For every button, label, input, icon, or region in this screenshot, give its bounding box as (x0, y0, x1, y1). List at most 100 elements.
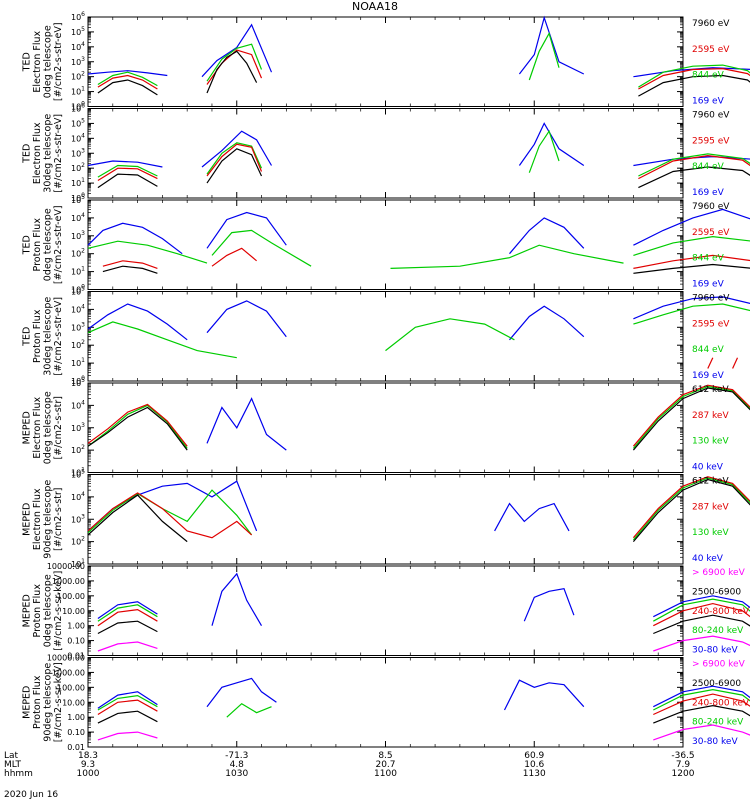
series-line (509, 217, 585, 255)
series-line (653, 598, 750, 622)
series-line (653, 614, 750, 635)
series-line (211, 247, 257, 267)
series-612-kev (87, 478, 750, 543)
y-axis-label-line: 0deg telescope (42, 574, 53, 647)
series-line (97, 164, 158, 178)
y-axis-label-line: 30deg telescope (42, 297, 53, 376)
series-2595-ev (707, 357, 739, 369)
y-tick-label: 100 (71, 284, 85, 295)
y-tick-label: 105 (71, 117, 85, 128)
y-tick-label: 103 (71, 513, 85, 524)
legend-label: 130 keV (692, 437, 729, 447)
series-line (87, 70, 168, 77)
legend-label: 7960 eV (692, 111, 730, 121)
y-axis-label-line: 90deg telescope (42, 480, 53, 559)
series-287-kev (87, 384, 750, 447)
y-tick-label: 100.00 (57, 683, 85, 692)
series-line (97, 173, 158, 189)
legend-label: 169 eV (692, 97, 725, 107)
legend-label: 844 eV (692, 71, 725, 81)
legend-label: 30-80 keV (692, 737, 738, 747)
plot-title: NOAA18 (352, 0, 398, 13)
y-tick-label: 1000.00 (52, 577, 85, 586)
series-line (494, 502, 570, 532)
y-axis-label-line: TED (21, 235, 32, 255)
series-line (518, 15, 585, 75)
series-line (102, 260, 158, 269)
y-tick-label: 102 (71, 444, 85, 455)
series-2595-ev (97, 49, 750, 90)
series-844-ev (97, 31, 750, 88)
series-line (206, 142, 263, 175)
y-tick-label: 100 (71, 101, 85, 112)
series-169-ev (87, 296, 750, 341)
y-tick-label: 104 (71, 491, 85, 502)
y-axis-label-line: Electron Flux (32, 488, 43, 550)
panel-3: 100 101 102 103 104 105 TEDProton Flux0deg tel… (21, 194, 750, 295)
y-axis-label: MEPEDProton Flux0deg telescope[#/cm2-s-s… (21, 571, 64, 651)
series-line (206, 43, 263, 82)
series-line (503, 679, 585, 711)
series-2500-6900 (97, 704, 750, 724)
y-tick-label: 0.10 (67, 728, 85, 737)
legend-label: 7960 eV (692, 19, 730, 29)
y-tick-label: 105 (71, 286, 85, 297)
series-line (87, 321, 237, 359)
series-line (226, 702, 272, 718)
footer-value: 7.9 (676, 760, 691, 770)
series-line (206, 677, 277, 708)
series-line (633, 303, 750, 325)
footer-value: 20.7 (375, 760, 395, 770)
series-line (87, 303, 188, 341)
panel-frame (87, 291, 684, 382)
series-30-80-kev (97, 677, 750, 711)
series-line (653, 704, 750, 724)
y-axis-label: TEDElectron Flux0deg telescope[#/cm2-s-s… (21, 22, 64, 101)
y-axis-label-line: [#/cm2-s-str-eV] (53, 297, 64, 376)
series-line (385, 318, 515, 352)
y-tick-label: 104 (71, 212, 85, 223)
y-axis-label-line: Proton Flux (32, 218, 43, 272)
series-287-kev (87, 476, 750, 539)
series-844-ev (97, 129, 750, 178)
series-line (707, 357, 714, 369)
series-844-ev (87, 303, 750, 359)
series-line (97, 167, 158, 182)
y-tick-label: 102 (71, 248, 85, 259)
y-tick-label: 10.00 (62, 607, 85, 616)
y-axis-label-line: MEPED (21, 686, 32, 719)
y-tick-label: 0.01 (67, 743, 85, 752)
series-line (87, 480, 258, 532)
y-tick-label: 1.00 (67, 713, 85, 722)
y-tick-label: 1000.00 (52, 668, 85, 677)
series-line (653, 685, 750, 708)
y-tick-label: 101 (71, 467, 85, 478)
series-6900-kev (97, 724, 750, 741)
y-axis-label-line: [#/cm2-s-str-eV] (53, 22, 64, 101)
y-tick-label: 102 (71, 71, 85, 82)
y-tick-label: 103 (71, 422, 85, 433)
y-axis-label: MEPEDElectron Flux0deg telescope[#/cm2-s… (21, 391, 64, 464)
y-tick-label: 104 (71, 41, 85, 52)
footer-value: 10.6 (524, 760, 544, 770)
series-7960-ev (102, 263, 750, 274)
y-tick-label: 105 (71, 194, 85, 205)
legend-label: 2595 eV (692, 136, 730, 146)
footer-value: -71.3 (225, 751, 248, 761)
y-tick-label: 101 (71, 266, 85, 277)
footer-row-label: Lat (4, 751, 19, 761)
series-line (211, 229, 312, 267)
series-line (97, 608, 158, 627)
series-line (653, 635, 750, 652)
panel-frame (87, 382, 684, 473)
legend-label: 844 eV (692, 162, 725, 172)
y-tick-label: 102 (71, 162, 85, 173)
footer-value: 1100 (374, 769, 397, 779)
panel-frame (87, 16, 684, 107)
y-tick-label: 101 (71, 357, 85, 368)
y-axis-label-line: 0deg telescope (42, 208, 53, 281)
y-axis-label-line: TED (21, 327, 32, 347)
y-tick-label: 101 (71, 86, 85, 97)
series-line (632, 384, 750, 447)
